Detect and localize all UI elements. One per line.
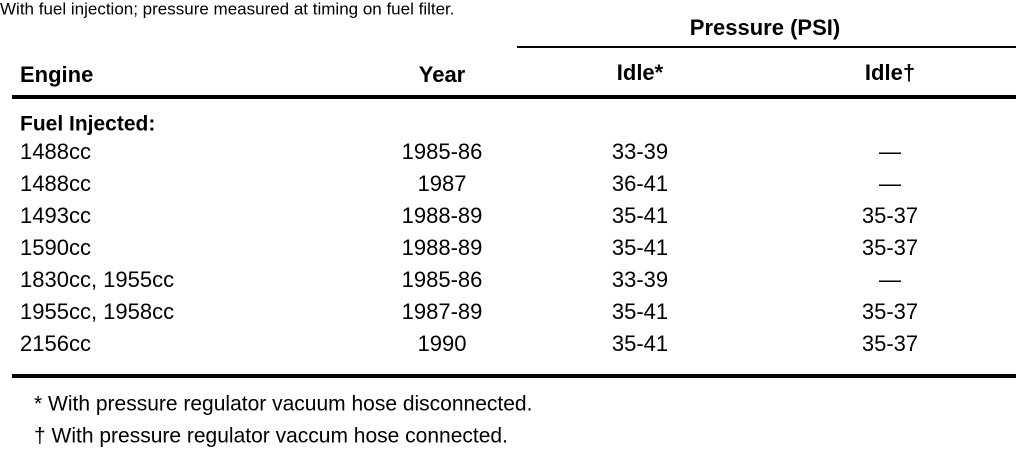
table-cell: 1488cc [20, 139, 91, 164]
table-cell: — [879, 171, 901, 196]
table-cell: 35-37 [862, 235, 918, 260]
table-cell: 1590cc [20, 235, 91, 260]
table-cell: 35-41 [612, 331, 668, 356]
footnote: * With pressure regulator vacuum hose di… [34, 393, 532, 416]
table-cell: 33-39 [612, 139, 668, 164]
table-cell: 35-37 [862, 331, 918, 356]
table-cell: — [879, 139, 901, 164]
table-cell: 2156cc [20, 331, 91, 356]
table-cell: 1985-86 [402, 267, 483, 292]
table-cell: 1990 [418, 331, 467, 356]
table-cell: 35-41 [612, 235, 668, 260]
table-cell: 35-41 [612, 203, 668, 228]
table-cell: 1987 [418, 171, 467, 196]
group-header: Pressure (PSI) [690, 15, 840, 40]
column-header: Engine [20, 62, 93, 87]
table-cell: 1830cc, 1955cc [20, 267, 174, 292]
column-header: Year [419, 62, 466, 87]
table-body: 1488cc 1985-86 33-39 — 1488cc 1987 36-41 — 1493c… [20, 139, 918, 356]
table-cell: 1985-86 [402, 139, 483, 164]
table-cell: — [879, 267, 901, 292]
table-cell: 36-41 [612, 171, 668, 196]
section-label: Fuel Injected: [20, 113, 155, 136]
table-cell: 1493cc [20, 203, 91, 228]
table-cell: 35-37 [862, 299, 918, 324]
table-cell: 1987-89 [402, 299, 483, 324]
table-cell: 35-37 [862, 203, 918, 228]
column-header: Idle* [617, 60, 664, 85]
table-cell: 33-39 [612, 267, 668, 292]
table-cell: 1988-89 [402, 203, 483, 228]
table-cell: 1988-89 [402, 235, 483, 260]
caption: With fuel injection; pressure measured a… [0, 0, 455, 18]
table-cell: 1488cc [20, 171, 91, 196]
table-cell: 35-41 [612, 299, 668, 324]
footnote: † With pressure regulator vaccum hose co… [34, 425, 508, 448]
table-cell: 1955cc, 1958cc [20, 299, 174, 324]
column-header: Idle† [865, 60, 915, 85]
